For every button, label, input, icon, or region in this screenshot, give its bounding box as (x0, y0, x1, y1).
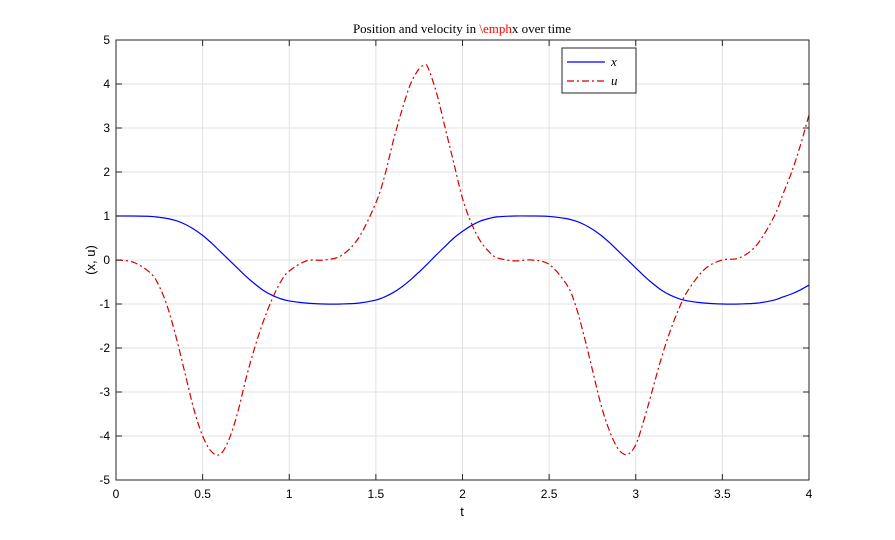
grid (115, 39, 810, 481)
y-tick-label: 5 (103, 33, 110, 47)
y-tick-label: -1 (99, 297, 110, 311)
y-tick-label: -3 (99, 385, 110, 399)
x-tick-label: 2.5 (541, 487, 558, 501)
x-tick-label: 3.5 (714, 487, 731, 501)
x-tick-label: 4 (806, 487, 813, 501)
x-tick-label: 0 (113, 487, 120, 501)
x-tick-label: 1.5 (368, 487, 385, 501)
legend-box (561, 47, 637, 94)
series-layer (115, 64, 810, 456)
x-tick-label: 1 (286, 487, 293, 501)
chart-title-highlight: \emph (479, 21, 512, 36)
chart-title: Position and velocity in \emphx over tim… (353, 21, 571, 36)
y-tick-label: 4 (103, 77, 110, 91)
x-tick-label: 0.5 (194, 487, 211, 501)
ticks (115, 39, 810, 481)
chart-title-suffix: x over time (512, 21, 571, 36)
y-axis-label: (x, u) (83, 245, 98, 275)
y-tick-label: -5 (99, 473, 110, 487)
y-tick-label: -4 (99, 429, 110, 443)
legend-label-x: x (610, 54, 617, 69)
tick-labels: 0 0.5 1 1.5 2 2.5 3 3.5 4 -5 -4 -3 -2 -1 0 1 2 3 4 5 (99, 33, 812, 501)
y-tick-label: -2 (99, 341, 110, 355)
y-tick-label: 2 (103, 165, 110, 179)
y-tick-label: 1 (103, 209, 110, 223)
chart-title-prefix: Position and velocity in (353, 21, 479, 36)
x-tick-label: 2 (459, 487, 466, 501)
x-tick-label: 3 (632, 487, 639, 501)
x-axis-label: t (460, 504, 464, 519)
legend: x u (561, 47, 637, 94)
legend-label-u: u (611, 73, 618, 88)
y-tick-label: 0 (103, 253, 110, 267)
series-line-x (115, 215, 810, 305)
y-tick-label: 3 (103, 121, 110, 135)
